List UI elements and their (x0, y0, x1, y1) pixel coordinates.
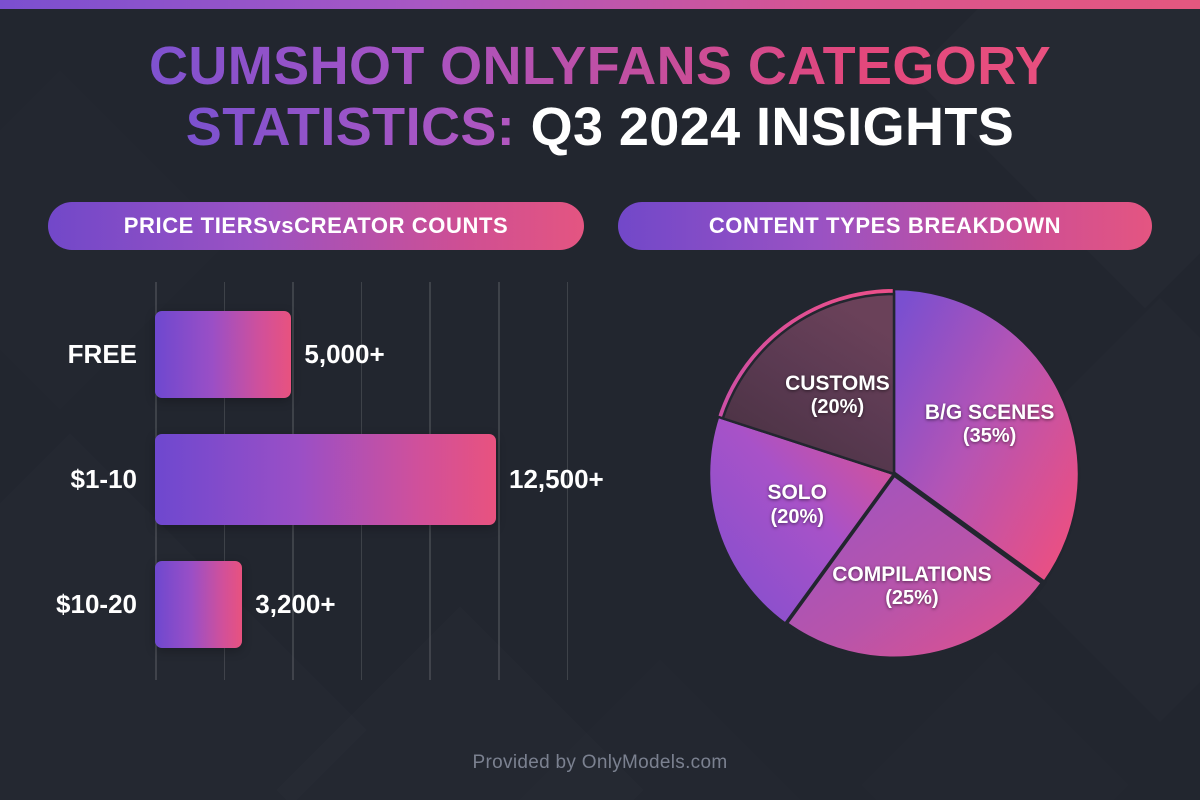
pie-label-percent: (35%) (962, 425, 1017, 448)
title-line-1-text: CUMSHOT ONLYFANS CATEGORY (148, 36, 1052, 96)
pie-label-percent: (25%) (885, 587, 939, 610)
pie-label-name: COMPILATIONS (832, 563, 992, 587)
pie-slice-b-g-scenes (892, 287, 1081, 585)
bar--10-20 (155, 561, 243, 648)
pill-left-text-part1: PRICE TIERS (123, 213, 269, 238)
section-header-price-tiers: PRICE TIERS vs CREATOR COUNTS (48, 202, 584, 250)
pie-label: CUSTOMS (20%) (737, 372, 937, 419)
bar-value-label: 3,200+ (255, 588, 336, 619)
bar-free (155, 311, 292, 398)
bar-value-label: 5,000+ (304, 338, 385, 369)
pie-label-name: CUSTOMS (785, 372, 890, 396)
title-line-2-white-text: Q3 2024 INSIGHTS (530, 97, 1015, 158)
section-header-content-types: CONTENT TYPES BREAKDOWN (618, 202, 1152, 250)
pill-right-text: CONTENT TYPES BREAKDOWN (708, 213, 1062, 238)
title-line-2-gradient-text: STATISTICS: (185, 97, 516, 158)
bar-category-label: $10-20 (56, 588, 137, 619)
title-line-1: CUMSHOT ONLYFANS CATEGORY (0, 36, 1200, 97)
pie-chart: B/G SCENES (35%) COMPILATIONS (25%) SOLO (20%… (700, 280, 1100, 680)
bar-category-label: $1-10 (70, 463, 138, 494)
pill-left-text-part2: CREATOR COUNTS (294, 213, 509, 238)
gridline (498, 282, 500, 680)
pie-label-percent: (20%) (810, 396, 865, 419)
footer-credit: Provided by OnlyModels.com (472, 752, 728, 773)
pie-slice-customs (721, 292, 896, 476)
pie-chart-svg (707, 287, 1081, 662)
pie-slice-solo (707, 415, 897, 626)
pie-slice-group (707, 287, 1081, 662)
pie-label: COMPILATIONS (25%) (812, 563, 1012, 610)
title-line-2: STATISTICS: Q3 2024 INSIGHTS (0, 97, 1200, 158)
page-title: CUMSHOT ONLYFANS CATEGORY STATISTICS: Q3… (0, 36, 1200, 158)
bar-category-label: FREE (67, 338, 137, 369)
pie-label-name: SOLO (767, 481, 827, 505)
pie-label-percent: (20%) (770, 505, 824, 528)
top-accent-bar (0, 0, 1200, 9)
pie-label-name: B/G SCENES (924, 401, 1055, 425)
pie-label: B/G SCENES (35%) (890, 401, 1090, 448)
bar--1-10 (155, 434, 496, 525)
gridline (566, 282, 569, 680)
pie-slice-compilations (781, 470, 1048, 662)
bar-value-label: 12,500+ (509, 463, 604, 494)
pie-label: SOLO (20%) (697, 481, 897, 528)
pill-left-text-vs: vs (268, 213, 295, 238)
bar-chart: FREE 5,000+ $1-10 12,500+ $10-20 3,200+ (0, 270, 604, 690)
